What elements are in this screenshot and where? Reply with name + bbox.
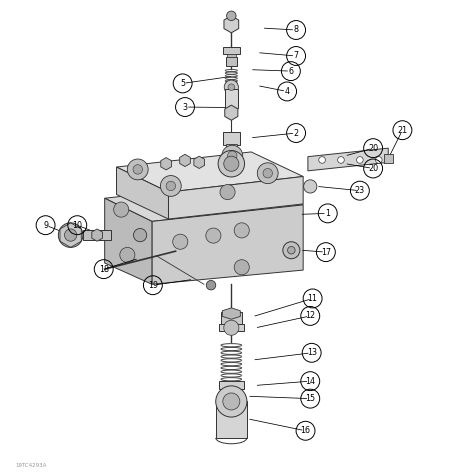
Text: 7: 7 bbox=[293, 52, 299, 61]
Text: 17: 17 bbox=[321, 247, 331, 256]
Polygon shape bbox=[180, 155, 191, 166]
FancyBboxPatch shape bbox=[227, 54, 236, 57]
Text: 20: 20 bbox=[368, 164, 378, 173]
Circle shape bbox=[120, 247, 135, 263]
FancyBboxPatch shape bbox=[83, 230, 111, 240]
Text: 14: 14 bbox=[305, 377, 315, 386]
Polygon shape bbox=[194, 156, 204, 168]
Circle shape bbox=[234, 260, 249, 275]
Circle shape bbox=[58, 223, 83, 247]
Circle shape bbox=[222, 387, 241, 406]
Polygon shape bbox=[222, 308, 240, 319]
Circle shape bbox=[224, 320, 239, 335]
FancyBboxPatch shape bbox=[221, 312, 242, 324]
Circle shape bbox=[206, 228, 221, 243]
Circle shape bbox=[227, 392, 236, 401]
Text: 20: 20 bbox=[368, 144, 378, 153]
Circle shape bbox=[218, 151, 245, 177]
Circle shape bbox=[114, 202, 129, 217]
Circle shape bbox=[134, 228, 147, 242]
Polygon shape bbox=[152, 205, 303, 284]
Circle shape bbox=[257, 163, 278, 183]
Circle shape bbox=[224, 156, 239, 171]
Circle shape bbox=[375, 156, 382, 163]
Circle shape bbox=[216, 386, 247, 417]
FancyBboxPatch shape bbox=[384, 154, 393, 163]
Text: 18: 18 bbox=[99, 264, 109, 273]
Polygon shape bbox=[161, 157, 172, 170]
Text: 8: 8 bbox=[293, 26, 299, 35]
Polygon shape bbox=[225, 105, 238, 120]
Circle shape bbox=[223, 393, 240, 410]
Circle shape bbox=[173, 234, 188, 249]
Text: 3: 3 bbox=[182, 102, 188, 111]
Circle shape bbox=[228, 151, 237, 160]
Circle shape bbox=[166, 181, 175, 191]
Polygon shape bbox=[117, 152, 303, 192]
Text: 9: 9 bbox=[43, 221, 48, 230]
Circle shape bbox=[133, 164, 143, 174]
Polygon shape bbox=[92, 229, 102, 241]
Circle shape bbox=[227, 11, 236, 20]
FancyBboxPatch shape bbox=[216, 401, 247, 438]
Circle shape bbox=[206, 281, 216, 290]
FancyBboxPatch shape bbox=[226, 145, 237, 152]
Text: 12: 12 bbox=[305, 311, 315, 320]
FancyBboxPatch shape bbox=[219, 324, 244, 330]
Polygon shape bbox=[308, 148, 388, 171]
Circle shape bbox=[283, 242, 300, 259]
Circle shape bbox=[234, 223, 249, 238]
Text: 1: 1 bbox=[325, 209, 330, 218]
Circle shape bbox=[224, 80, 238, 94]
Circle shape bbox=[356, 156, 363, 163]
Circle shape bbox=[337, 156, 344, 163]
Circle shape bbox=[319, 156, 325, 163]
Circle shape bbox=[160, 175, 181, 196]
FancyBboxPatch shape bbox=[219, 381, 244, 389]
Circle shape bbox=[220, 184, 235, 200]
FancyBboxPatch shape bbox=[225, 89, 238, 109]
Text: 5: 5 bbox=[180, 79, 185, 88]
Text: 16: 16 bbox=[301, 426, 310, 435]
Text: 19: 19 bbox=[148, 281, 158, 290]
Text: 4: 4 bbox=[284, 87, 290, 96]
Circle shape bbox=[222, 146, 243, 166]
Circle shape bbox=[304, 180, 317, 193]
Polygon shape bbox=[105, 181, 303, 221]
Circle shape bbox=[128, 159, 148, 180]
Text: 11: 11 bbox=[308, 294, 318, 303]
Polygon shape bbox=[224, 16, 239, 33]
Circle shape bbox=[263, 168, 273, 178]
Circle shape bbox=[228, 84, 235, 91]
Text: 19TC4293A: 19TC4293A bbox=[15, 463, 46, 468]
FancyBboxPatch shape bbox=[223, 47, 240, 54]
Text: 15: 15 bbox=[305, 394, 315, 403]
Text: 10: 10 bbox=[72, 221, 82, 230]
Text: 23: 23 bbox=[355, 186, 365, 195]
FancyBboxPatch shape bbox=[223, 132, 240, 145]
Text: 6: 6 bbox=[288, 67, 293, 76]
Text: 13: 13 bbox=[307, 348, 317, 357]
FancyBboxPatch shape bbox=[226, 57, 237, 66]
Polygon shape bbox=[117, 167, 168, 219]
Circle shape bbox=[288, 246, 295, 254]
Text: 2: 2 bbox=[293, 128, 299, 137]
Circle shape bbox=[64, 229, 77, 241]
Text: 21: 21 bbox=[397, 126, 408, 135]
Polygon shape bbox=[105, 198, 152, 284]
Polygon shape bbox=[168, 176, 303, 219]
